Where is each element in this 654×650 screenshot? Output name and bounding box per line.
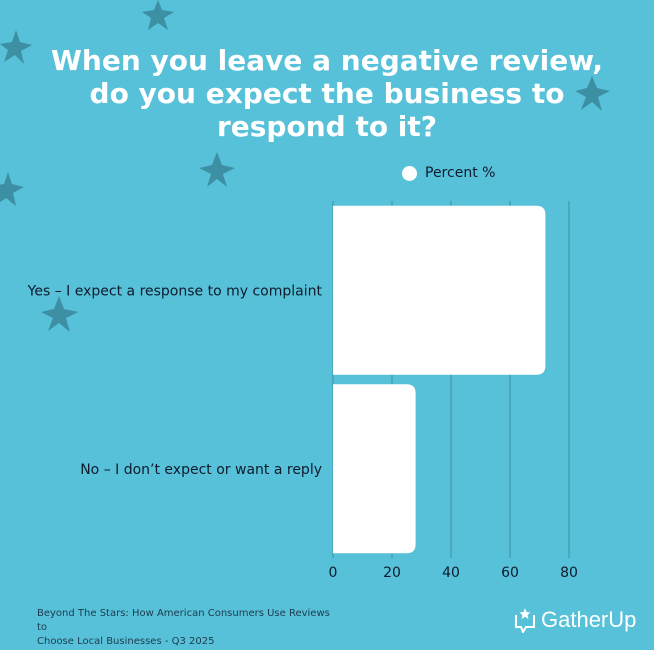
speech-bubble-star-icon: [515, 608, 535, 633]
x-tick-label: 0: [329, 565, 338, 581]
source-line-1: Beyond The Stars: How American Consumers…: [37, 608, 330, 633]
star-icon: [0, 172, 24, 206]
legend: Percent %: [402, 165, 495, 181]
legend-swatch: [402, 165, 417, 181]
bar: [333, 205, 546, 375]
category-label: No – I don’t expect or want a reply: [80, 462, 322, 478]
star-icon: [575, 76, 610, 111]
category-label: Yes – I expect a response to my complain…: [27, 283, 323, 299]
source-citation: Beyond The Stars: How American Consumers…: [37, 607, 337, 649]
gatherup-logo: GatherUp: [513, 607, 636, 633]
legend-label: Percent %: [425, 165, 496, 181]
x-tick-label: 20: [383, 565, 401, 581]
logo-text: GatherUp: [541, 607, 637, 632]
bar-chart: Yes – I expect a response to my complain…: [27, 201, 578, 581]
x-tick-label: 80: [560, 565, 578, 581]
x-tick-label: 60: [501, 565, 519, 581]
star-icon: [0, 30, 32, 64]
star-icon: [199, 152, 235, 187]
bar: [333, 384, 416, 554]
chart-title: When you leave a negative review, do you…: [51, 44, 603, 143]
star-icon: [41, 296, 78, 332]
star-icon: [142, 0, 174, 30]
source-line-2: Choose Local Businesses - Q3 2025: [37, 636, 215, 647]
x-tick-label: 40: [442, 565, 460, 581]
